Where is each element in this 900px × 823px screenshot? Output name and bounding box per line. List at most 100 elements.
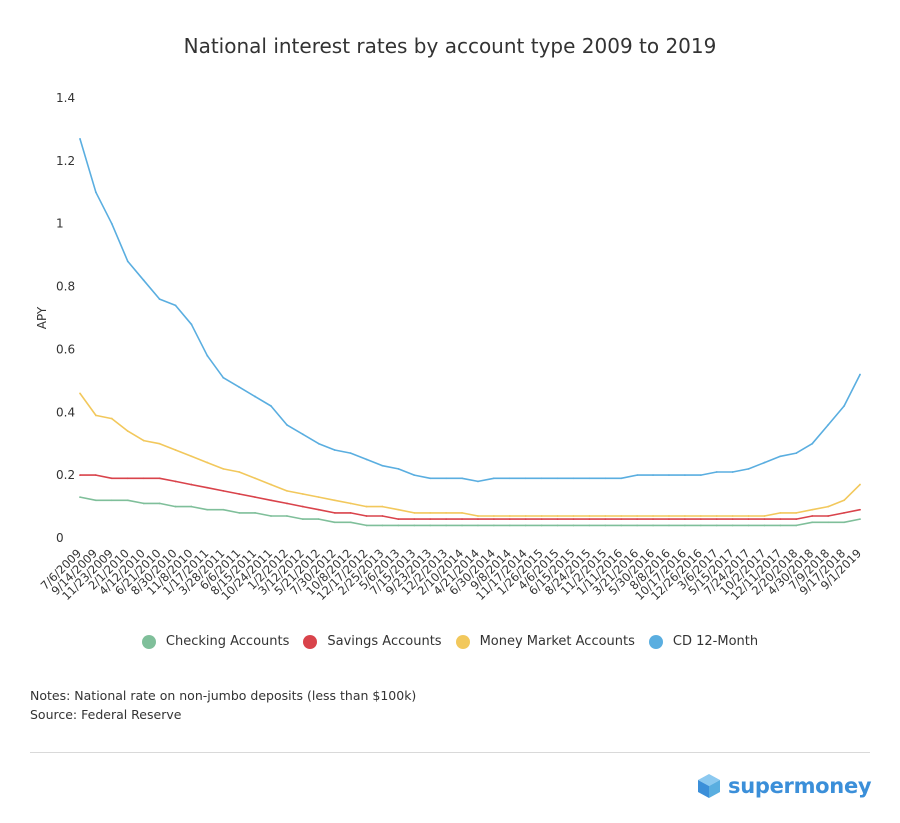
data-point <box>779 524 782 527</box>
y-tick-label: 0 <box>56 531 64 545</box>
y-axis-label: APY <box>35 306 49 329</box>
data-point <box>620 515 623 517</box>
data-point <box>572 477 575 480</box>
data-point <box>477 480 479 483</box>
data-point <box>95 474 97 477</box>
data-point <box>142 477 145 480</box>
data-point <box>843 499 845 502</box>
data-point <box>142 439 145 442</box>
data-point <box>715 518 718 521</box>
data-point <box>79 137 81 140</box>
data-point <box>190 323 193 326</box>
data-point <box>572 518 575 521</box>
line-chart: 0 0.2 0.4 0.6 0.8 1 1.2 1.4 APY 7/6/20099/14/200… <box>35 91 864 603</box>
data-point <box>429 524 432 527</box>
data-point <box>715 524 718 527</box>
data-point <box>333 499 336 502</box>
data-point <box>859 518 861 521</box>
data-point <box>381 505 384 508</box>
data-point <box>556 515 559 517</box>
data-point <box>492 524 495 527</box>
data-point <box>365 458 368 461</box>
data-point <box>95 414 97 417</box>
data-point <box>317 496 320 499</box>
data-point <box>652 515 654 517</box>
data-point <box>206 461 209 464</box>
legend-swatch <box>455 634 470 649</box>
data-point <box>301 518 304 521</box>
data-point <box>859 373 861 376</box>
legend: Checking Accounts Savings Accounts Money… <box>0 634 900 649</box>
data-point <box>477 524 479 527</box>
data-point <box>381 515 384 517</box>
brand-logo[interactable]: supermoney <box>696 772 872 800</box>
data-point <box>668 518 670 521</box>
data-point <box>620 477 623 480</box>
data-point <box>731 518 734 521</box>
legend-item-checking[interactable]: Checking Accounts <box>141 634 290 649</box>
data-point <box>79 496 81 499</box>
legend-item-money-market[interactable]: Money Market Accounts <box>455 634 635 649</box>
data-point <box>683 518 686 521</box>
data-point <box>206 354 209 357</box>
data-point <box>604 524 607 527</box>
data-point <box>795 524 798 527</box>
legend-item-cd[interactable]: CD 12-Month <box>648 634 758 649</box>
data-point <box>95 191 97 194</box>
legend-item-savings[interactable]: Savings Accounts <box>303 634 442 649</box>
data-point <box>811 515 814 517</box>
data-point <box>286 502 288 505</box>
y-tick-label: 0.6 <box>56 342 75 356</box>
data-point <box>588 518 591 521</box>
data-point <box>174 480 177 483</box>
legend-swatch <box>648 634 663 649</box>
data-point <box>349 511 352 514</box>
data-point <box>349 452 352 455</box>
y-tick-label: 0.4 <box>56 405 75 419</box>
data-point <box>492 515 495 517</box>
data-point <box>699 518 702 521</box>
data-point <box>238 471 241 473</box>
data-point <box>270 405 272 407</box>
data-point <box>429 511 432 514</box>
data-point <box>747 524 750 527</box>
data-point <box>843 511 845 514</box>
data-point <box>731 471 734 473</box>
data-point <box>254 395 257 398</box>
data-point <box>238 386 241 389</box>
data-point <box>301 493 304 495</box>
data-point <box>795 518 798 521</box>
data-point <box>333 449 336 451</box>
data-point <box>445 524 448 527</box>
source-text: Source: Federal Reserve <box>30 707 182 722</box>
y-tick-label: 1 <box>56 217 64 231</box>
data-point <box>811 442 814 445</box>
data-point <box>636 518 639 521</box>
data-point <box>540 524 543 527</box>
data-point <box>652 524 654 527</box>
data-point <box>747 467 750 470</box>
data-point <box>158 442 161 445</box>
data-point <box>540 515 543 517</box>
legend-label: Checking Accounts <box>165 634 290 649</box>
data-point <box>174 449 177 451</box>
data-point <box>301 433 304 436</box>
data-point <box>652 474 654 477</box>
data-point <box>652 518 654 521</box>
data-point <box>763 461 766 464</box>
data-point <box>413 511 416 514</box>
data-point <box>254 477 257 480</box>
data-point <box>79 474 81 477</box>
chart-notes: Notes: National rate on non-jumbo deposi… <box>30 686 416 724</box>
data-point <box>95 499 97 502</box>
data-point <box>142 502 145 505</box>
data-point <box>827 521 830 524</box>
data-point <box>731 515 734 517</box>
data-point <box>174 304 177 307</box>
data-point <box>477 518 479 521</box>
data-point <box>843 405 845 407</box>
data-point <box>620 518 623 521</box>
data-point <box>827 505 830 508</box>
data-point <box>429 477 432 480</box>
data-point <box>731 524 734 527</box>
